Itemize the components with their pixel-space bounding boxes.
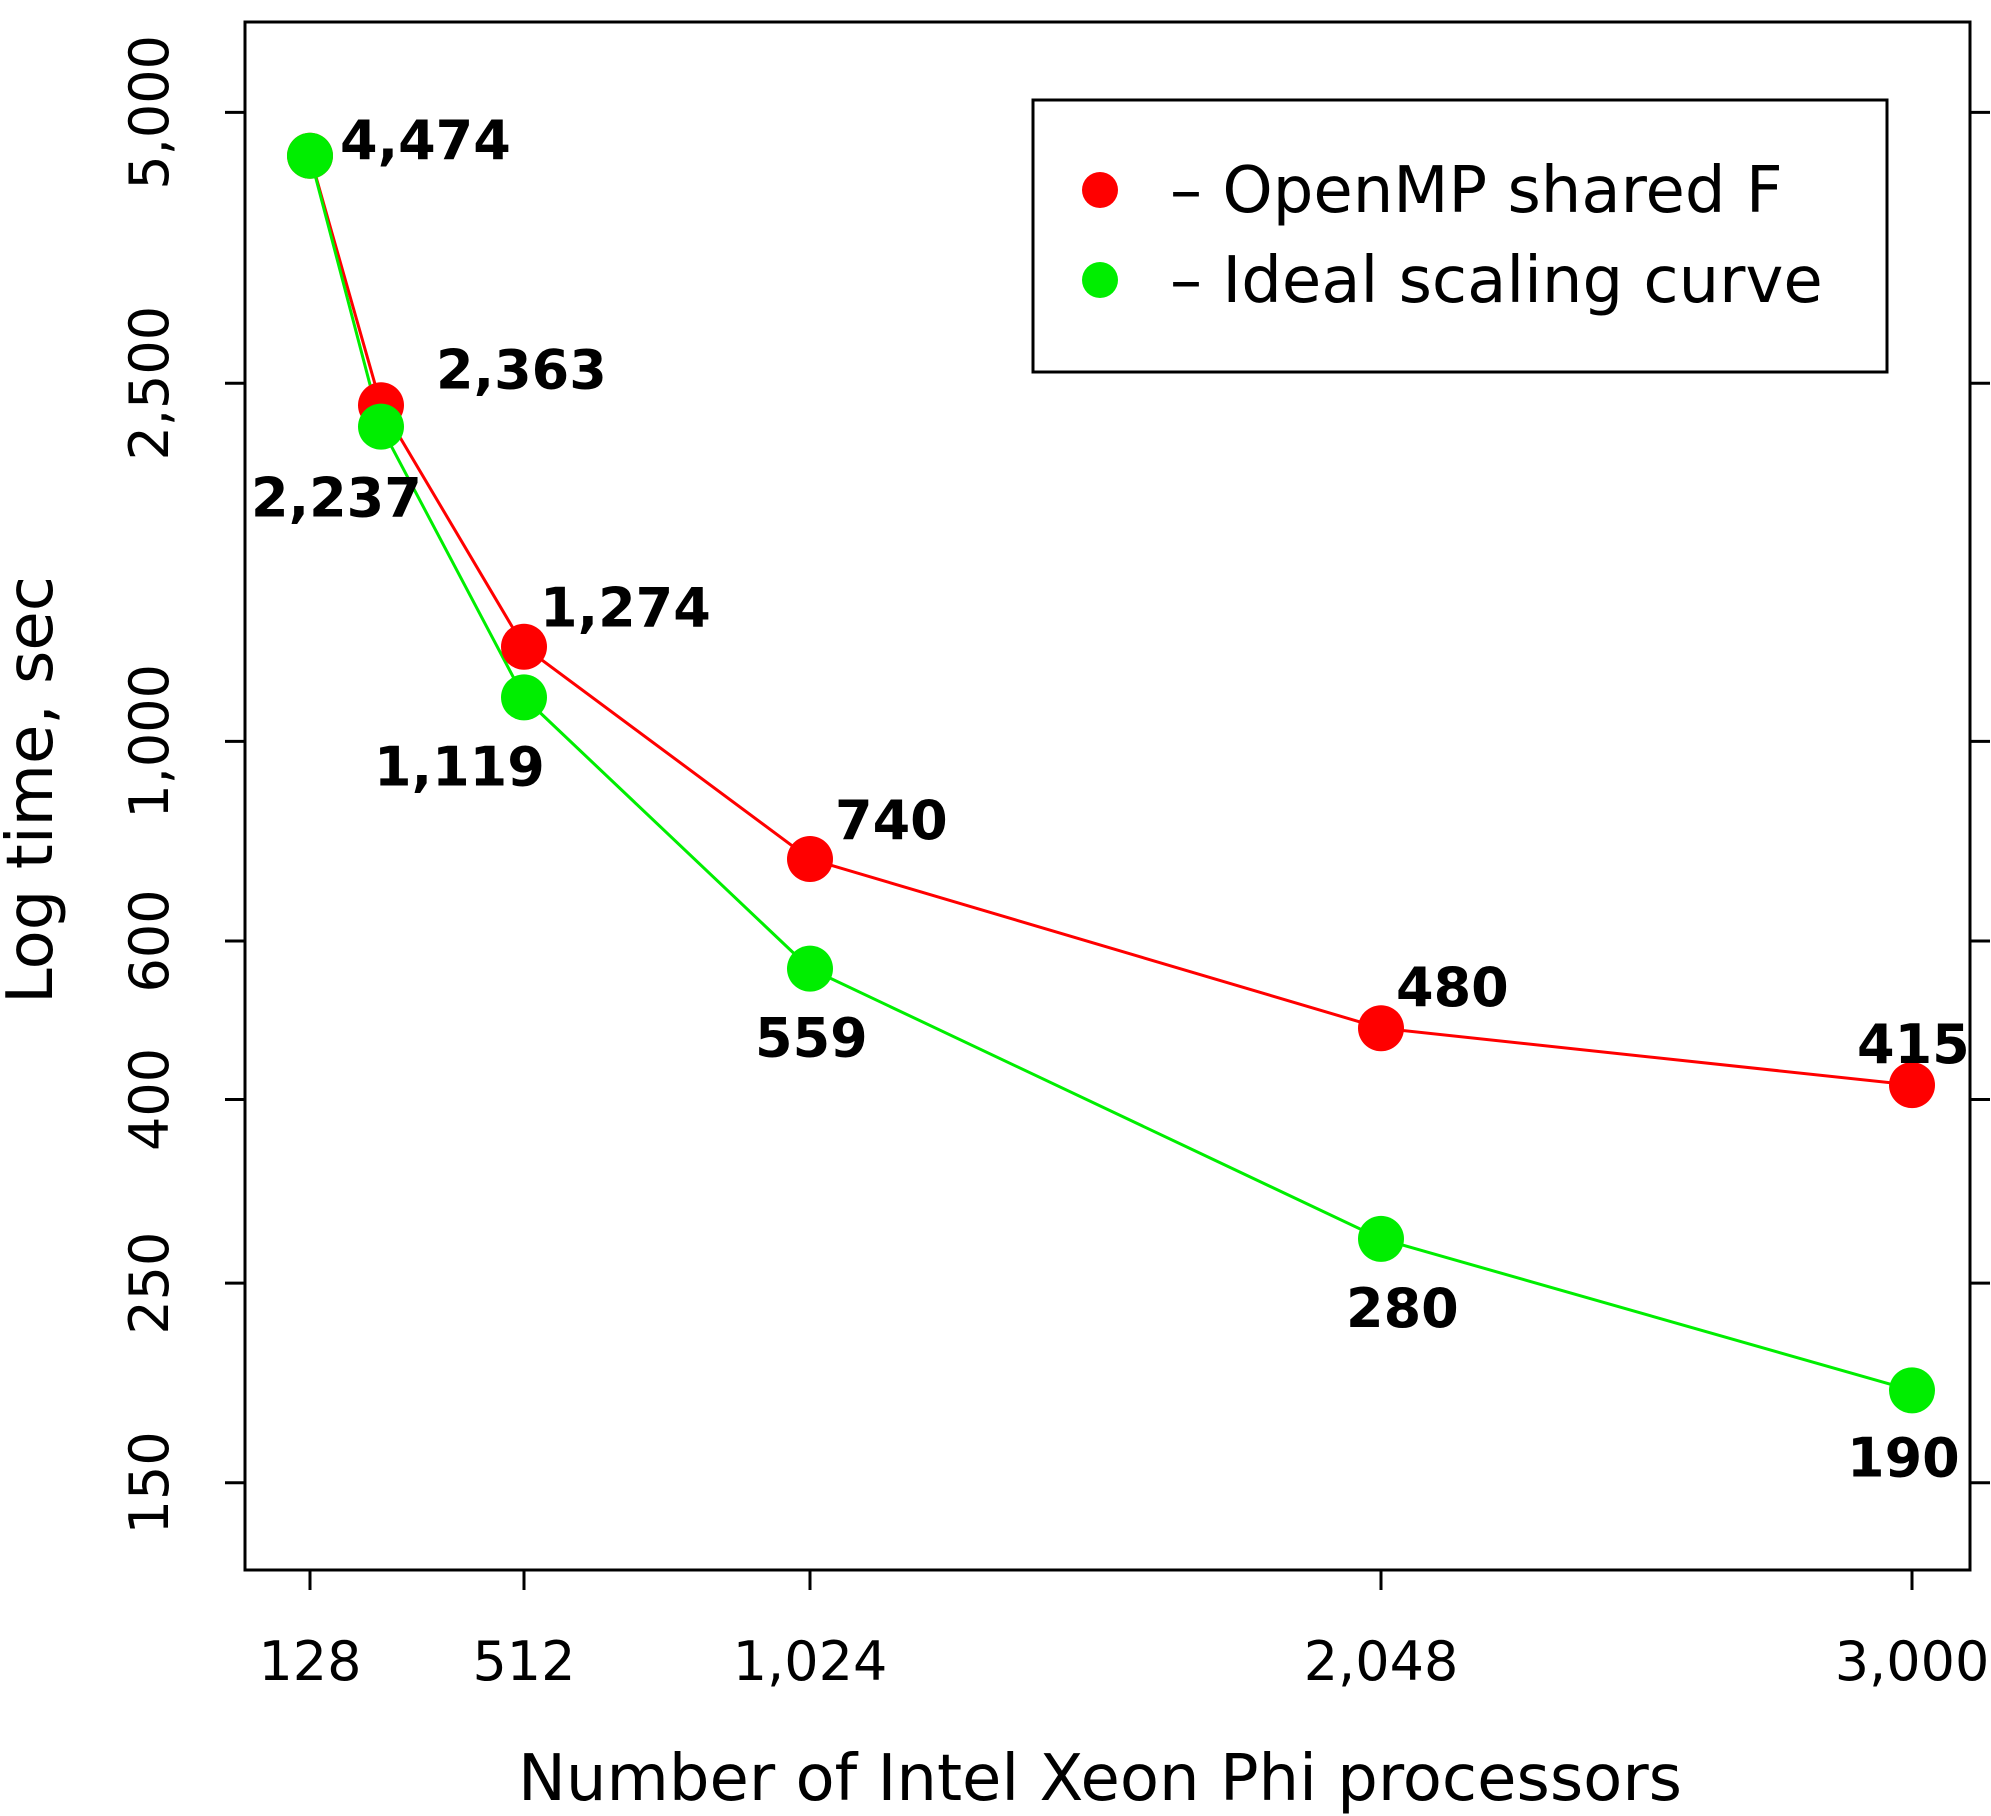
- y-axis-title: Log time, sec: [0, 576, 68, 1004]
- legend: – OpenMP shared F – Ideal scaling curve: [1031, 98, 1889, 374]
- y-tick-label: 5,000: [118, 35, 181, 190]
- data-label: 280: [1346, 1277, 1459, 1340]
- series-layer: [287, 132, 1935, 1414]
- series-0-point: [1358, 1005, 1404, 1052]
- y-tick-label: 600: [118, 889, 181, 992]
- data-label: 190: [1847, 1426, 1960, 1489]
- series-0-point: [787, 836, 833, 883]
- series-line-1: [308, 155, 1913, 1392]
- x-tick-label: 2,048: [1304, 1630, 1459, 1693]
- data-label: 4,474: [340, 109, 511, 172]
- y-axis: 150 250 400 600 1,000 2,500 5,000: [118, 35, 1990, 1534]
- legend-marker-openmp: [1082, 172, 1118, 208]
- x-axis-title: Number of Intel Xeon Phi processors: [518, 1742, 1682, 1816]
- data-label: 740: [835, 789, 948, 852]
- series-1-point: [501, 674, 547, 721]
- x-tick-label: 3,000: [1835, 1630, 1990, 1693]
- x-tick-label: 512: [472, 1630, 575, 1693]
- y-tick-label: 1,000: [118, 664, 181, 819]
- series-1-point: [1889, 1367, 1935, 1414]
- series-1-point: [358, 403, 404, 450]
- plot-frame: [243, 20, 1972, 1572]
- data-label: 2,363: [436, 338, 607, 401]
- y-tick-label: 400: [118, 1048, 181, 1151]
- data-label: 559: [755, 1007, 868, 1070]
- y-tick-label: 2,500: [118, 306, 181, 461]
- legend-marker-ideal: [1082, 262, 1118, 298]
- series-0-point: [1889, 1062, 1935, 1109]
- y-tick-label: 250: [118, 1232, 181, 1335]
- data-label: 480: [1396, 956, 1509, 1019]
- x-tick-label: 128: [258, 1630, 361, 1693]
- series-line-0: [308, 155, 1913, 1087]
- legend-box: [1031, 98, 1889, 374]
- legend-label-openmp: – OpenMP shared F: [1170, 154, 1783, 228]
- series-1-point: [287, 132, 333, 179]
- series-0-point: [501, 623, 547, 670]
- data-label: 415: [1857, 1013, 1970, 1076]
- x-axis: 128 512 1,024 2,048 3,000: [258, 1570, 1989, 1693]
- y-tick-label: 150: [118, 1431, 181, 1534]
- x-tick-label: 1,024: [733, 1630, 888, 1693]
- series-1-point: [1358, 1215, 1404, 1262]
- data-labels: 2,363 1,274 740 480 415 4,474 2,237 1,119 559 280…: [251, 109, 1970, 1490]
- data-label: 2,237: [251, 467, 422, 530]
- legend-label-ideal: – Ideal scaling curve: [1170, 244, 1823, 318]
- series-1-point: [787, 945, 833, 992]
- data-label: 1,274: [540, 577, 711, 640]
- data-label: 1,119: [374, 735, 545, 798]
